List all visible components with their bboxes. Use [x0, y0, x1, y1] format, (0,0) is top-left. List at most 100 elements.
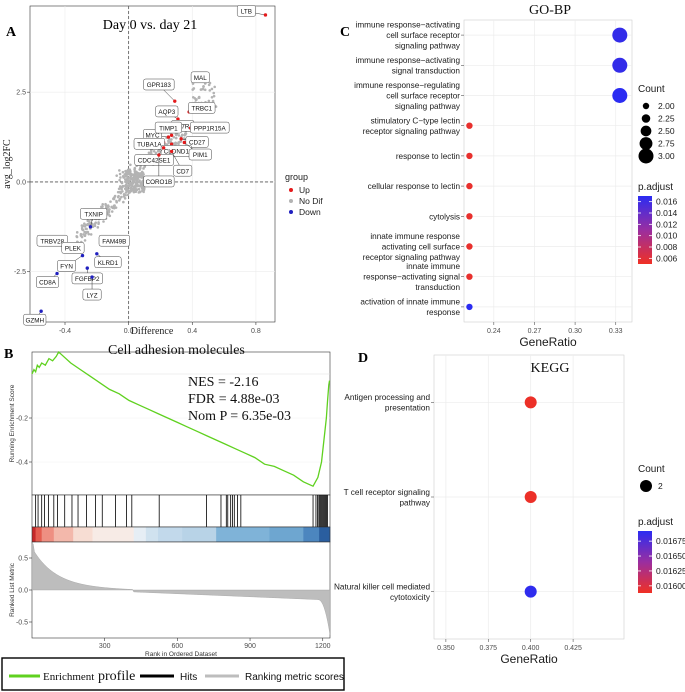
term-dot: [466, 243, 473, 250]
nodif-point: [127, 181, 131, 184]
nodif-point: [126, 170, 130, 173]
nodif-point: [173, 142, 177, 145]
count-legend-label: 2.50: [658, 126, 675, 136]
rank-color-band: [92, 527, 135, 542]
padjust-legend: p.adjust 0.01675 0.01650 0.01625 0.01600: [638, 517, 685, 593]
nodif-point: [156, 149, 160, 153]
term-label: immune response−activating: [356, 21, 461, 30]
count-legend: Count 2.00 2.25 2.50 2.75 3.00: [638, 84, 675, 164]
colorbar-label: 0.01625: [656, 566, 685, 576]
chart-title: KEGG: [531, 361, 570, 376]
nodif-point: [133, 166, 137, 170]
legend-hits-label: Hits: [180, 672, 197, 683]
nodif-point: [208, 89, 212, 92]
term-label: signal transduction: [392, 67, 461, 76]
nodif-point: [87, 232, 91, 236]
nodif-point: [142, 167, 145, 170]
term-label: cell surface receptor: [386, 31, 460, 40]
term-label: response to lectin: [396, 152, 461, 161]
gene-label-box: [133, 138, 165, 150]
legend-label: No Dif: [299, 196, 323, 206]
colorbar-label: 0.01675: [656, 536, 685, 546]
gene-label: PLEK: [65, 246, 82, 253]
gene-label-box: [173, 164, 193, 177]
count-legend-label: 2.25: [658, 114, 675, 124]
nodif-point: [132, 181, 136, 184]
gene-label: CD27: [189, 140, 206, 147]
x-tick-label: 0.0: [124, 328, 134, 335]
nodif-point: [140, 170, 144, 174]
x-axis-label: Difference: [131, 326, 174, 337]
nodif-point: [124, 169, 127, 173]
nodif-point: [86, 219, 90, 223]
gene-label-box: [143, 175, 175, 188]
nodif-point: [107, 205, 110, 208]
nodif-point: [142, 173, 145, 176]
nodif-point: [154, 151, 158, 155]
nodif-point: [128, 172, 131, 175]
padjust-legend-title: p.adjust: [638, 182, 673, 193]
labeled-point: [90, 275, 94, 279]
nodif-point: [117, 187, 121, 191]
nodif-point: [101, 203, 105, 206]
nodif-point: [120, 181, 124, 185]
metric-y-axis-label: Ranked List Metric: [9, 562, 16, 617]
rank-color-band: [216, 527, 270, 542]
nodif-point: [128, 168, 131, 172]
nodif-point: [129, 163, 132, 167]
nodif-point: [90, 222, 94, 226]
gene-label: GZMH: [25, 317, 44, 324]
colorbar-label: 0.01650: [656, 551, 685, 561]
gene-label-box: [134, 154, 174, 166]
nodif-point: [83, 222, 86, 225]
nodif-point: [177, 134, 181, 137]
plot-area: [463, 19, 633, 323]
labeled-point: [179, 137, 183, 141]
labeled-point: [55, 271, 59, 276]
colorbar-label: 0.012: [656, 219, 678, 229]
nodif-point: [116, 190, 120, 194]
term-label: pathway: [400, 498, 431, 507]
nodif-point: [167, 141, 171, 145]
nodif-point: [83, 239, 87, 242]
labeled-point: [169, 133, 174, 137]
legend-enrichment-label: Enrichment: [43, 671, 94, 683]
x-tick-label: -0.4: [59, 328, 71, 335]
padjust-legend-title: p.adjust: [638, 517, 673, 528]
count-legend-dot: [642, 102, 650, 110]
term-label: innate immune: [406, 262, 460, 271]
nodif-point: [112, 197, 116, 200]
nodif-point: [115, 200, 119, 204]
nodif-point: [118, 172, 122, 176]
nodif-point: [120, 187, 123, 191]
term-dot: [612, 27, 628, 43]
nodif-point: [202, 85, 205, 88]
term-label: signaling pathway: [395, 102, 461, 111]
nodif-point: [214, 105, 218, 108]
x-tick-label: 0.425: [564, 645, 582, 652]
gene-label: MYC: [146, 132, 160, 139]
x-tick-label: 0.33: [609, 328, 623, 335]
gene-label-box: [155, 105, 179, 118]
nodif-point: [127, 184, 131, 187]
gene-label-box: [236, 5, 256, 17]
gene-label: LYZ: [86, 292, 97, 299]
nodif-point: [100, 205, 103, 209]
nodif-point: [134, 186, 137, 189]
gene-label: FYN: [60, 264, 73, 271]
labeled-point: [95, 252, 99, 256]
rank-color-band: [53, 527, 74, 542]
nodif-point: [84, 223, 88, 227]
chart-title: Day 0 vs. day 21: [103, 18, 198, 33]
nodif-point: [139, 183, 143, 187]
nodif-point: [210, 87, 214, 91]
term-dot: [524, 585, 537, 598]
legend-swatch: [289, 210, 293, 214]
gene-label: TRBC1: [191, 106, 212, 113]
labeled-point: [182, 140, 187, 145]
nodif-point: [124, 193, 127, 197]
x-axis-label: Rank in Ordered Dataset: [145, 651, 217, 658]
